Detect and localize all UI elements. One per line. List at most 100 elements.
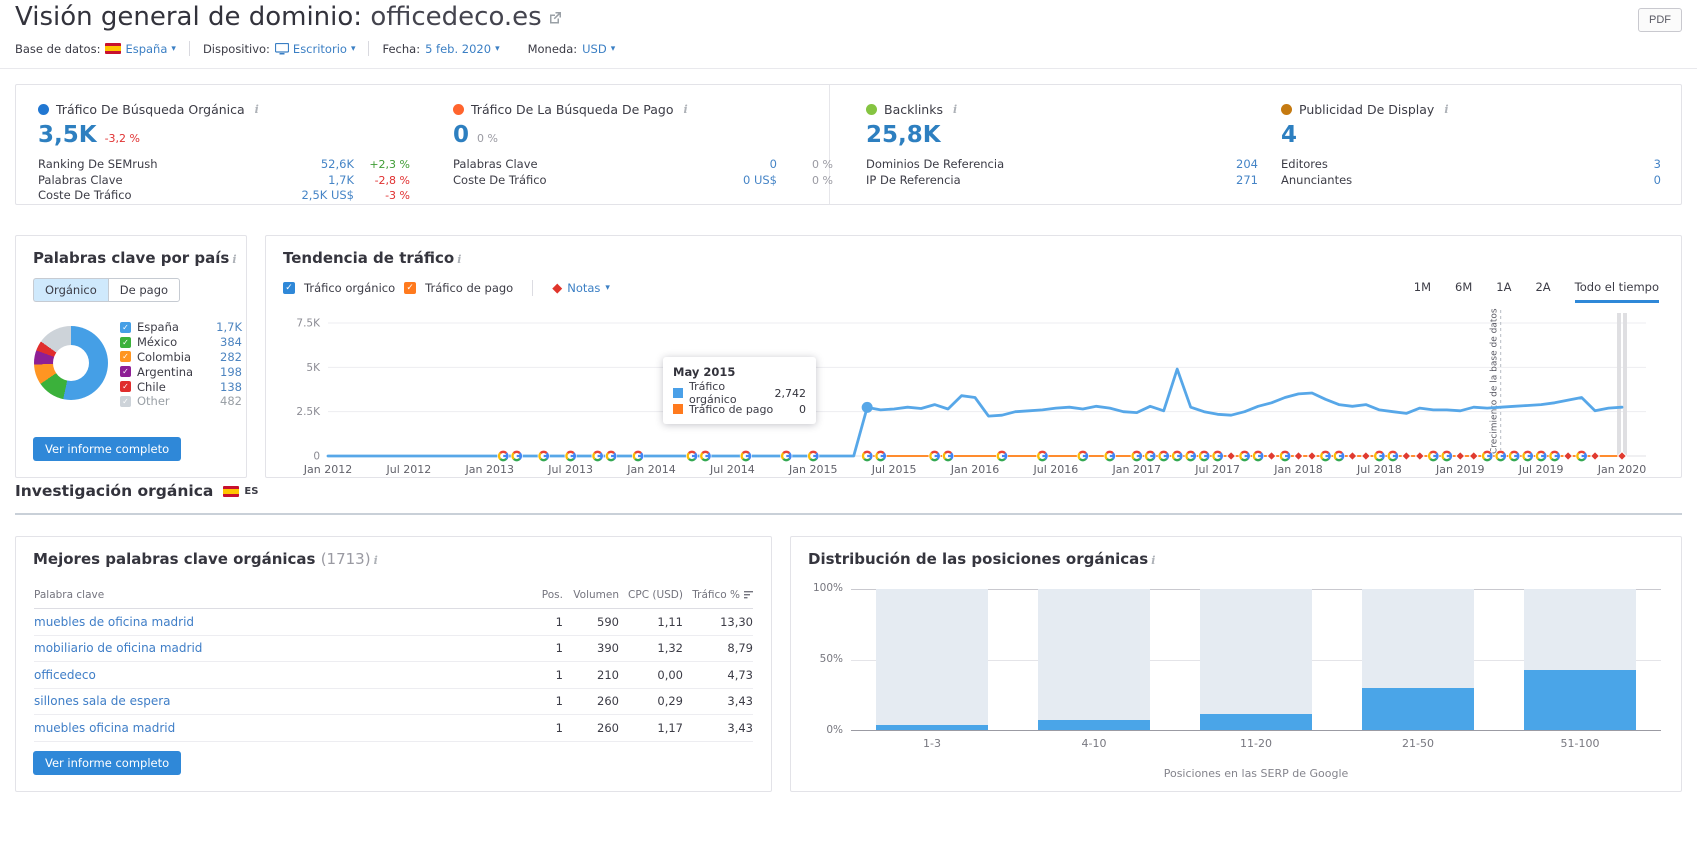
col-volume[interactable]: Volumen	[573, 589, 619, 601]
country-legend-item[interactable]: ✓ España 1,7K	[120, 320, 242, 335]
external-link-icon[interactable]	[548, 2, 563, 32]
bar-slot[interactable]	[1175, 589, 1337, 731]
range-2y[interactable]: 2A	[1535, 280, 1551, 294]
keyword-link[interactable]: muebles de oficina madrid	[34, 614, 195, 629]
bar-slot[interactable]	[1013, 589, 1175, 731]
note-icon[interactable]	[1347, 450, 1358, 462]
checkbox[interactable]: ✓	[120, 366, 131, 378]
info-icon[interactable]: i	[952, 103, 958, 116]
range-1y[interactable]: 1A	[1496, 280, 1512, 294]
google-update-icon[interactable]	[1036, 450, 1049, 462]
info-icon[interactable]: i	[232, 253, 237, 266]
col-keyword[interactable]: Palabra clave	[34, 589, 105, 601]
note-icon[interactable]	[1589, 450, 1601, 462]
pdf-button[interactable]: PDF	[1638, 8, 1682, 32]
positions-bar-chart[interactable]	[851, 589, 1661, 731]
metric-value[interactable]: 25,8K	[866, 122, 941, 148]
range-1m[interactable]: 1M	[1413, 280, 1432, 294]
google-update-icon[interactable]	[510, 450, 523, 462]
google-update-icon[interactable]	[537, 450, 550, 462]
paid-checkbox[interactable]: ✓	[404, 282, 417, 294]
info-icon[interactable]: i	[254, 103, 259, 116]
google-update-icon[interactable]	[1373, 450, 1386, 462]
google-update-icon[interactable]	[1508, 450, 1521, 462]
checkbox[interactable]: ✓	[120, 381, 131, 393]
device-select[interactable]: Escritorio ▾	[274, 42, 355, 56]
google-update-icon[interactable]	[1521, 450, 1534, 462]
note-icon[interactable]	[1360, 450, 1371, 462]
view-full-report-button[interactable]: Ver informe completo	[33, 437, 182, 461]
info-icon[interactable]: i	[1444, 103, 1449, 116]
keyword-link[interactable]: muebles oficina madrid	[34, 720, 176, 735]
range-all-time[interactable]: Todo el tiempo	[1574, 280, 1659, 303]
note-icon[interactable]	[1226, 450, 1237, 462]
google-update-icon[interactable]	[807, 450, 820, 462]
google-update-icon[interactable]	[861, 450, 874, 462]
country-legend-item[interactable]: ✓ Argentina 198	[120, 364, 242, 379]
info-icon[interactable]: i	[683, 103, 688, 116]
google-update-icon[interactable]	[928, 450, 941, 462]
checkbox[interactable]: ✓	[120, 321, 131, 333]
google-update-icon[interactable]	[995, 450, 1008, 462]
google-update-icon[interactable]	[1548, 450, 1561, 462]
note-icon[interactable]	[1468, 450, 1479, 462]
google-update-icon[interactable]	[685, 450, 698, 462]
country-legend-item[interactable]: ✓ Colombia 282	[120, 350, 242, 365]
tab-organic[interactable]: Orgánico	[33, 278, 108, 302]
google-update-icon[interactable]	[1386, 450, 1399, 462]
organic-checkbox[interactable]: ✓	[283, 282, 295, 294]
col-cpc[interactable]: CPC (USD)	[628, 589, 683, 601]
col-traffic[interactable]: Tráfico %	[683, 589, 753, 601]
checkbox[interactable]: ✓	[120, 395, 131, 407]
tab-paid[interactable]: De pago	[107, 278, 181, 302]
keyword-link[interactable]: officedeco	[34, 667, 96, 682]
google-update-icon[interactable]	[1103, 450, 1116, 462]
google-update-icon[interactable]	[1211, 450, 1224, 462]
google-update-icon[interactable]	[1535, 450, 1548, 462]
bar-slot[interactable]	[1499, 589, 1661, 731]
note-icon[interactable]	[1401, 450, 1412, 462]
google-update-icon[interactable]	[1332, 450, 1345, 462]
currency-select[interactable]: USD ▾	[582, 41, 616, 56]
checkbox[interactable]: ✓	[120, 336, 131, 348]
country-legend-item[interactable]: ✓ Other 482	[120, 394, 242, 409]
bar-slot[interactable]	[851, 589, 1013, 731]
google-update-icon[interactable]	[1076, 450, 1089, 462]
note-icon[interactable]	[1293, 450, 1304, 462]
google-update-icon[interactable]	[1440, 450, 1453, 462]
google-update-icon[interactable]	[1494, 450, 1507, 462]
note-icon[interactable]	[1414, 450, 1425, 462]
google-update-icon[interactable]	[1427, 450, 1440, 462]
google-update-icon[interactable]	[1481, 450, 1494, 462]
metric-value[interactable]: 4	[1281, 122, 1298, 148]
traffic-trend-chart[interactable]: 7.5K 5K 2.5K 0 Jan 2012 Jul 2012 Jan 2013 Jul 2…	[282, 306, 1672, 478]
country-legend-item[interactable]: ✓ Chile 138	[120, 379, 242, 394]
range-6m[interactable]: 6M	[1455, 280, 1473, 294]
note-icon[interactable]	[1562, 450, 1574, 462]
google-update-icon[interactable]	[497, 450, 510, 462]
google-update-icon[interactable]	[942, 450, 955, 462]
google-update-icon[interactable]	[632, 450, 645, 462]
metric-value[interactable]: 0	[453, 122, 470, 148]
google-update-icon[interactable]	[591, 450, 604, 462]
bar-slot[interactable]	[1337, 589, 1499, 731]
google-update-icon[interactable]	[1198, 450, 1211, 462]
keyword-link[interactable]: sillones sala de espera	[34, 694, 171, 709]
google-update-icon[interactable]	[1252, 450, 1265, 462]
note-icon[interactable]	[1306, 450, 1318, 462]
google-update-icon[interactable]	[605, 450, 618, 462]
country-donut-chart[interactable]	[34, 326, 108, 400]
google-update-icon[interactable]	[1319, 450, 1332, 462]
google-update-icon[interactable]	[1144, 450, 1157, 462]
view-full-report-button[interactable]: Ver informe completo	[33, 751, 182, 775]
checkbox[interactable]: ✓	[120, 351, 131, 363]
note-icon[interactable]	[1455, 450, 1466, 462]
country-legend-item[interactable]: ✓ México 384	[120, 335, 242, 350]
info-icon[interactable]: i	[373, 554, 378, 567]
google-update-icon[interactable]	[1130, 450, 1143, 462]
google-update-icon[interactable]	[739, 450, 752, 462]
google-update-icon[interactable]	[780, 450, 793, 462]
col-position[interactable]: Pos.	[541, 589, 563, 601]
google-update-icon[interactable]	[1238, 450, 1251, 462]
notes-dropdown[interactable]: ◆ Notas ▾	[552, 280, 610, 296]
